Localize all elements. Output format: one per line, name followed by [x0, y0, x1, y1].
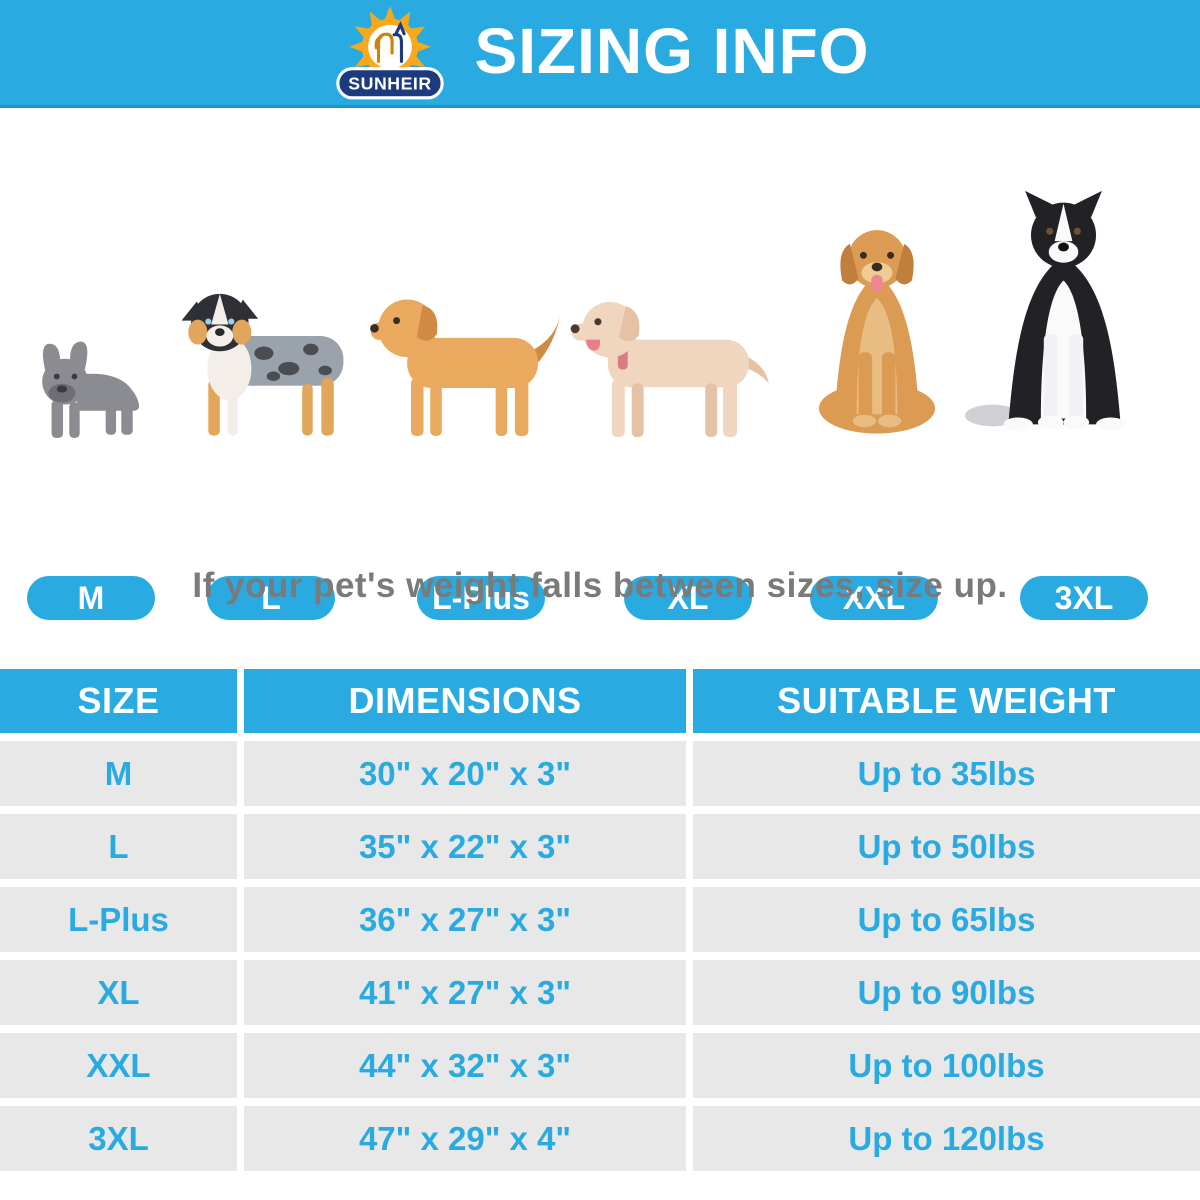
cell-size-3xl: 3XL	[0, 1106, 237, 1171]
sizing-note: If your pet's weight falls between sizes…	[192, 566, 1008, 605]
brand-name: SUNHEIR	[348, 73, 431, 93]
size-pill-l: L	[207, 576, 335, 620]
cell-weight-3xl: Up to 120lbs	[693, 1106, 1200, 1171]
cell-size-xl: XL	[0, 960, 237, 1025]
size-pill-label: XL	[667, 579, 709, 616]
cell-dimensions-m: 30" x 20" x 3"	[244, 741, 686, 806]
cell-weight-xxl: Up to 100lbs	[693, 1033, 1200, 1098]
dog-size-lineup: M L L-Plus XL XXL 3XL	[0, 108, 1200, 620]
column-header-size: SIZE	[0, 669, 237, 733]
cell-size-l-plus: L-Plus	[0, 887, 237, 952]
size-pill-label: 3XL	[1054, 579, 1114, 616]
cell-dimensions-l-plus: 36" x 27" x 3"	[244, 887, 686, 952]
dog-illustration-golden-retriever-standing-l-plus	[370, 299, 562, 437]
size-pill-label: M	[77, 579, 105, 616]
size-pill-label: L	[261, 579, 281, 616]
cell-dimensions-xl: 41" x 27" x 3"	[244, 960, 686, 1025]
page-title: SIZING INFO	[474, 14, 870, 87]
column-header-dimensions: DIMENSIONS	[244, 669, 686, 733]
cell-size-xxl: XXL	[0, 1033, 237, 1098]
cell-dimensions-xxl: 44" x 32" x 3"	[244, 1033, 686, 1098]
brand-logo-sunburst-dogs-icon: SUNHEIR	[335, 5, 444, 99]
size-pill-m: M	[27, 576, 155, 620]
cell-weight-m: Up to 35lbs	[693, 741, 1200, 806]
cell-dimensions-3xl: 47" x 29" x 4"	[244, 1106, 686, 1171]
dog-illustration-golden-retriever-sitting-xxl	[818, 230, 936, 434]
header-banner: SUNHEIR SIZING INFO	[0, 0, 1200, 108]
cell-weight-l: Up to 50lbs	[693, 814, 1200, 879]
dog-illustration-australian-shepherd-l	[181, 293, 344, 436]
sizing-table: SIZE DIMENSIONS SUITABLE WEIGHT M 30" x …	[0, 669, 1200, 1171]
column-header-suitable-weight: SUITABLE WEIGHT	[693, 669, 1200, 733]
cell-size-l: L	[0, 814, 237, 879]
dog-illustration-labrador-standing-xl	[570, 301, 769, 438]
size-pill-3xl: 3XL	[1020, 576, 1148, 620]
dog-illustration-border-collie-sitting-3xl	[964, 190, 1126, 432]
cell-size-m: M	[0, 741, 237, 806]
size-pill-l-plus: L-Plus	[417, 576, 545, 620]
two-dog-heads-icon	[374, 20, 406, 63]
cell-dimensions-l: 35" x 22" x 3"	[244, 814, 686, 879]
size-pill-xxl: XXL	[810, 576, 938, 620]
size-pill-label: L-Plus	[432, 579, 530, 616]
size-pill-label: XXL	[842, 579, 906, 616]
cell-weight-xl: Up to 90lbs	[693, 960, 1200, 1025]
dog-illustration-french-bulldog-m	[42, 341, 140, 438]
cell-weight-l-plus: Up to 65lbs	[693, 887, 1200, 952]
size-pill-xl: XL	[624, 576, 752, 620]
